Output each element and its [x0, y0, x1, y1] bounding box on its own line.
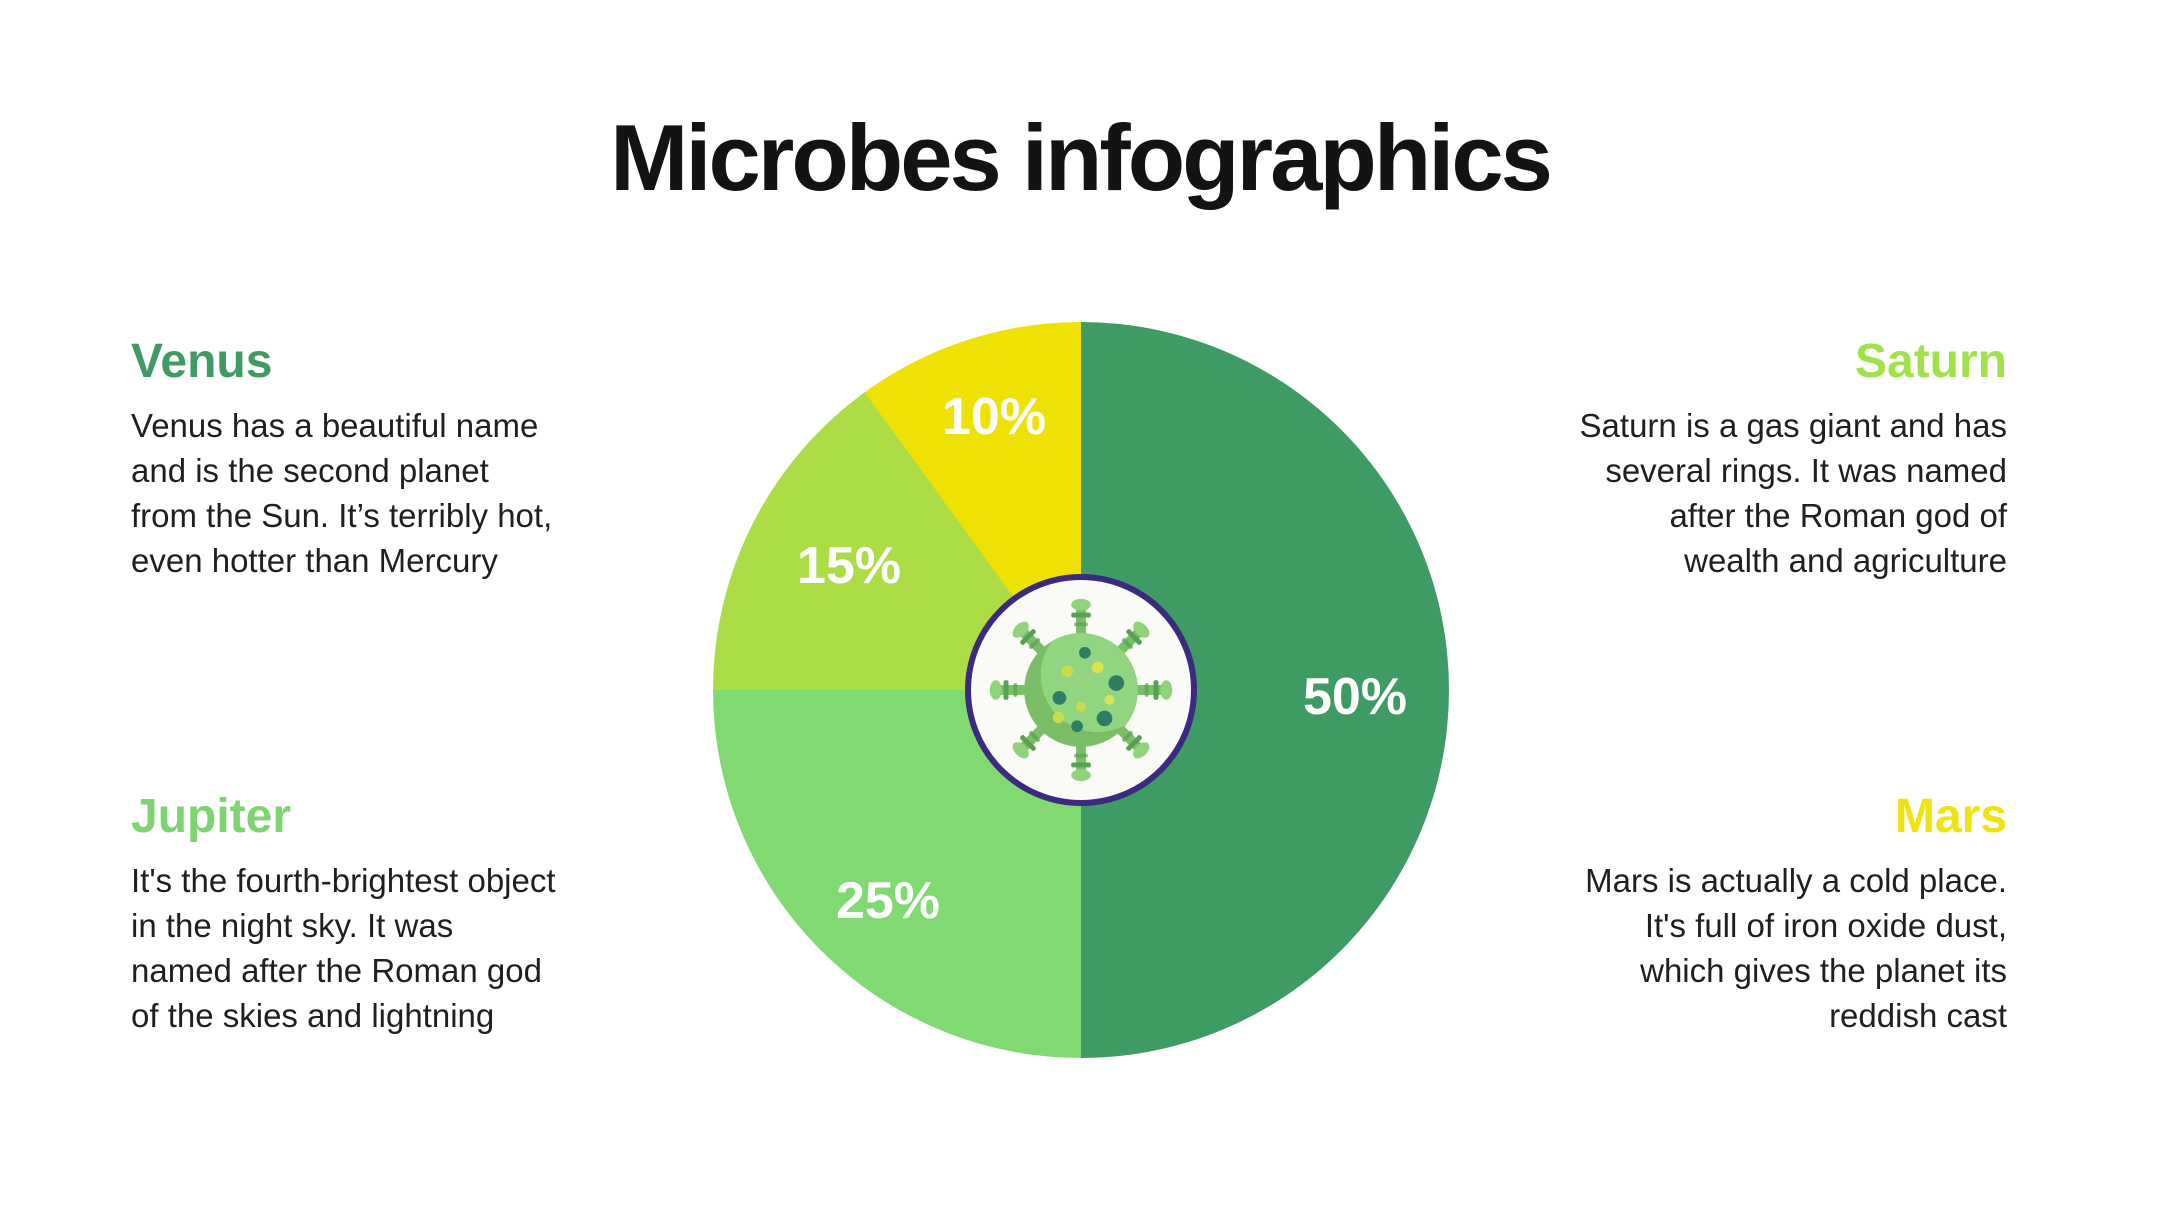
section-heading: Saturn [1854, 335, 2007, 388]
section-venus: Venus Venus has a beautiful name and is … [131, 335, 731, 583]
section-mars: Mars Mars is actually a cold place. It's… [1407, 790, 2007, 1038]
section-heading: Jupiter [131, 790, 292, 843]
section-heading: Venus [131, 335, 273, 388]
section-jupiter: Jupiter It's the fourth-brightest object… [131, 790, 731, 1038]
section-body: Saturn is a gas giant and has several ri… [1579, 406, 2007, 579]
pie-slice-label-10: 10% [941, 388, 1047, 446]
section-body: Mars is actually a cold place. It's full… [1585, 861, 2007, 1034]
pie-slice-label-25: 25% [835, 872, 941, 930]
page-title: Microbes infographics [610, 105, 1553, 210]
virus-microbe-icon [989, 598, 1173, 782]
section-heading: Mars [1894, 790, 2007, 843]
pie-slice-label-15: 15% [796, 537, 902, 595]
section-body: Venus has a beautiful name and is the se… [131, 406, 553, 579]
pie-center-badge [965, 574, 1197, 806]
section-saturn: Saturn Saturn is a gas giant and has sev… [1407, 335, 2007, 583]
section-body: It's the fourth-brightest object in the … [131, 861, 556, 1034]
pie-slice-label-50: 50% [1302, 668, 1408, 726]
